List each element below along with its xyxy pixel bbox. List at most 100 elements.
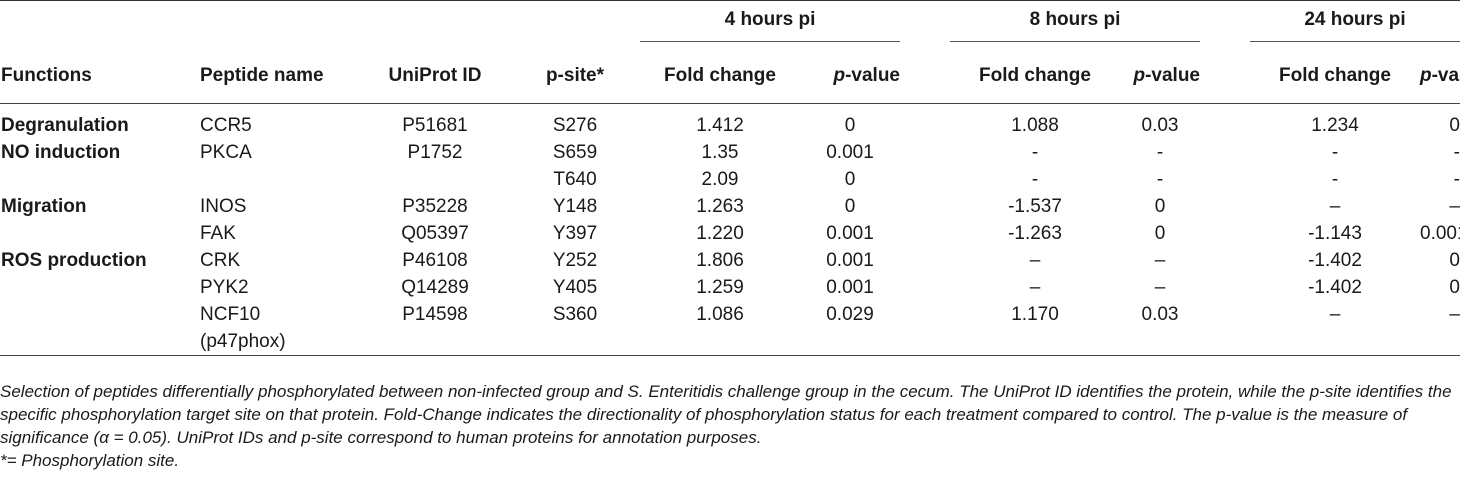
cell-function bbox=[0, 220, 200, 247]
cell-peptide bbox=[200, 166, 360, 193]
cell-fc-8h: - bbox=[1031, 168, 1039, 190]
cell-function bbox=[0, 328, 200, 356]
table-body: Degranulation CCR5 P51681 S276 1.412 0 1.088 0.… bbox=[0, 104, 1460, 356]
cell-uniprot: Q05397 bbox=[401, 222, 469, 244]
cell-p-4h: 0.029 bbox=[826, 303, 874, 325]
group-header-8h: 8 hours pi bbox=[950, 1, 1200, 49]
cell-p-4h: 0.001 bbox=[826, 222, 874, 244]
cell-p-4h: 0 bbox=[844, 195, 856, 217]
cell-function bbox=[0, 166, 200, 193]
caption-text: Selection of peptides differentially pho… bbox=[0, 382, 1452, 447]
cell-p-24h: 0 bbox=[1449, 276, 1460, 298]
cell-psite: S659 bbox=[552, 141, 598, 163]
cell-function bbox=[0, 301, 200, 328]
col-header-fc-24h: Fold change bbox=[1250, 49, 1420, 104]
cell-p-4h: 0.001 bbox=[826, 141, 874, 163]
col-header-p-8h: p-value bbox=[1120, 49, 1200, 104]
cell-fc-8h: 1.170 bbox=[1011, 303, 1059, 325]
cell-fc-24h: – bbox=[1329, 303, 1341, 325]
col-header-functions: Functions bbox=[0, 49, 200, 104]
cell-p-4h: 0.001 bbox=[826, 276, 874, 298]
cell-fc-24h: – bbox=[1329, 195, 1341, 217]
cell-peptide: PYK2 bbox=[200, 276, 249, 298]
cell-fc-4h: 1.220 bbox=[696, 222, 744, 244]
cell-p-24h: - bbox=[1453, 141, 1460, 163]
cell-uniprot bbox=[360, 328, 510, 356]
cell-fc-4h: 1.086 bbox=[696, 303, 744, 325]
cell-fc-4h: 1.35 bbox=[701, 141, 739, 163]
cell-function: ROS production bbox=[1, 249, 147, 271]
cell-p-4h: 0.001 bbox=[826, 249, 874, 271]
cell-fc-24h: - bbox=[1331, 168, 1339, 190]
cell-peptide: CCR5 bbox=[200, 114, 252, 136]
group-header-row: 4 hours pi 8 hours pi 24 hours pi bbox=[0, 1, 1460, 49]
cell-fc-24h bbox=[1250, 328, 1420, 356]
caption-footnote: *= Phosphorylation site. bbox=[0, 451, 180, 470]
table-caption: Selection of peptides differentially pho… bbox=[0, 380, 1458, 472]
table-row: Degranulation CCR5 P51681 S276 1.412 0 1.088 0.… bbox=[0, 104, 1460, 140]
cell-fc-8h: - bbox=[1031, 141, 1039, 163]
cell-p-4h: 0 bbox=[844, 114, 856, 136]
cell-psite: S360 bbox=[552, 303, 598, 325]
cell-function: NO induction bbox=[1, 141, 121, 163]
cell-p-4h: 0 bbox=[844, 168, 856, 190]
table-row: FAK Q05397 Y397 1.220 0.001 -1.263 0 -1.143 0.00… bbox=[0, 220, 1460, 247]
cell-peptide: INOS bbox=[200, 195, 247, 217]
cell-fc-4h: 2.09 bbox=[701, 168, 739, 190]
cell-fc-8h bbox=[950, 328, 1120, 356]
col-header-uniprot: UniProt ID bbox=[360, 49, 510, 104]
col-header-p-4h: p-value bbox=[800, 49, 900, 104]
table-row: T640 2.09 0 - - - - bbox=[0, 166, 1460, 193]
cell-fc-8h: 1.088 bbox=[1011, 114, 1059, 136]
cell-p-8h: 0 bbox=[1154, 222, 1166, 244]
table-row: Migration INOS P35228 Y148 1.263 0 -1.537 0 – – bbox=[0, 193, 1460, 220]
table-top-rule bbox=[0, 0, 1460, 1]
cell-p-24h: 0.001 bbox=[1420, 222, 1460, 244]
col-header-fc-8h: Fold change bbox=[950, 49, 1120, 104]
group-header-4h: 4 hours pi bbox=[640, 1, 900, 49]
table-row: PYK2 Q14289 Y405 1.259 0.001 – – -1.402 0 bbox=[0, 274, 1460, 301]
cell-peptide: PKCA bbox=[200, 141, 252, 163]
cell-psite bbox=[510, 328, 640, 356]
table-row: (p47phox) bbox=[0, 328, 1460, 356]
cell-uniprot: P51681 bbox=[402, 114, 468, 136]
cell-fc-24h: -1.402 bbox=[1308, 249, 1362, 271]
cell-fc-24h: 1.234 bbox=[1311, 114, 1359, 136]
cell-psite: Y397 bbox=[552, 222, 598, 244]
cell-p-24h: – bbox=[1449, 303, 1460, 325]
cell-uniprot: Q14289 bbox=[401, 276, 469, 298]
cell-psite: Y148 bbox=[552, 195, 598, 217]
cell-fc-4h: 1.259 bbox=[696, 276, 744, 298]
cell-p-8h: – bbox=[1154, 249, 1166, 271]
cell-p-8h: - bbox=[1156, 141, 1164, 163]
cell-fc-8h: – bbox=[1029, 276, 1041, 298]
table-row: ROS production CRK P46108 Y252 1.806 0.001 – – -… bbox=[0, 247, 1460, 274]
cell-p-24h: 0 bbox=[1449, 114, 1460, 136]
cell-uniprot: P1752 bbox=[407, 141, 463, 163]
cell-fc-24h: -1.143 bbox=[1308, 222, 1362, 244]
cell-p-24h bbox=[1420, 328, 1460, 356]
cell-peptide: CRK bbox=[200, 249, 241, 271]
cell-fc-8h: -1.263 bbox=[1008, 222, 1062, 244]
cell-p-8h: 0.03 bbox=[1141, 303, 1179, 325]
cell-uniprot: P35228 bbox=[402, 195, 468, 217]
cell-peptide: (p47phox) bbox=[200, 328, 360, 356]
cell-fc-4h bbox=[640, 328, 800, 356]
col-header-fc-4h: Fold change bbox=[640, 49, 800, 104]
cell-fc-8h: – bbox=[1029, 249, 1041, 271]
col-header-peptide: Peptide name bbox=[200, 49, 360, 104]
col-header-p-24h: p-value bbox=[1420, 49, 1460, 104]
col-header-psite: p-site* bbox=[510, 49, 640, 104]
column-header-row: Functions Peptide name UniProt ID p-site… bbox=[0, 49, 1460, 104]
cell-p-8h: 0.03 bbox=[1141, 114, 1179, 136]
phosphorylation-table: 4 hours pi 8 hours pi 24 hours pi Functi… bbox=[0, 0, 1460, 356]
cell-function: Migration bbox=[1, 195, 87, 217]
table-row: NCF10 P14598 S360 1.086 0.029 1.170 0.03 – – bbox=[0, 301, 1460, 328]
cell-psite: Y252 bbox=[552, 249, 598, 271]
cell-p-8h: - bbox=[1156, 168, 1164, 190]
cell-function: Degranulation bbox=[1, 114, 129, 136]
cell-uniprot: P14598 bbox=[402, 303, 468, 325]
cell-peptide: FAK bbox=[200, 222, 236, 244]
cell-psite: S276 bbox=[552, 114, 598, 136]
group-header-24h: 24 hours pi bbox=[1250, 1, 1460, 49]
